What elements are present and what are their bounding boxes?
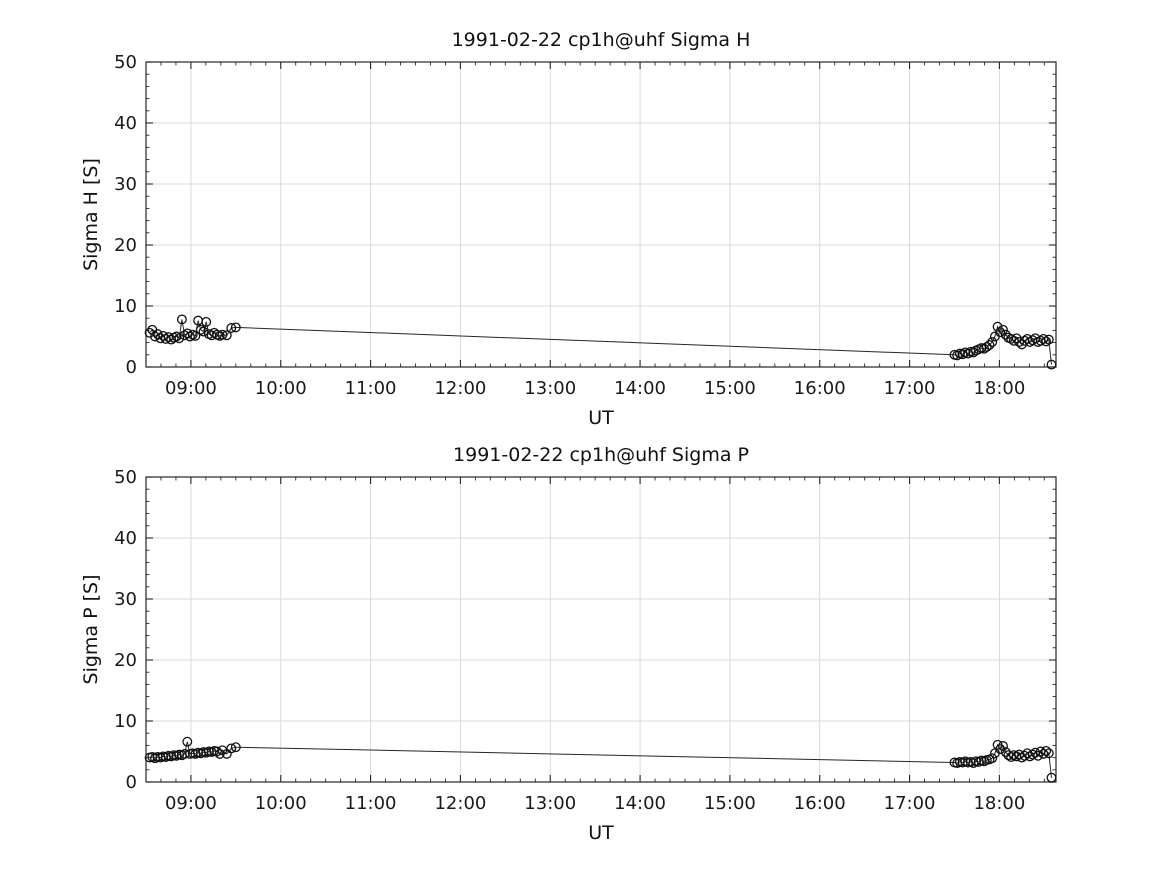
data-line (149, 741, 1052, 778)
y-tick-label: 40 (114, 528, 137, 549)
sigma-h-chart: 09:00 10:00 11:00 12:00 13:00 14:00 15:00 16:00… (80, 29, 1057, 429)
x-tick-label: 11:00 (345, 378, 397, 399)
data-point-marker (995, 744, 1006, 755)
x-tick-label: 11:00 (345, 793, 397, 814)
data-point-marker (1038, 748, 1049, 759)
data-point-marker (1038, 333, 1049, 344)
data-point-marker (221, 330, 232, 341)
x-tick-label: 12:00 (434, 378, 486, 399)
sigma-h-chart-title: 1991-02-22 cp1h@uhf Sigma H (452, 29, 751, 51)
x-tick-label: 09:00 (165, 378, 217, 399)
data-point-marker (968, 347, 979, 358)
x-tick-label: 09:00 (165, 793, 217, 814)
data-point-marker (230, 322, 241, 333)
y-tick-label: 30 (114, 589, 137, 610)
y-tick-label: 50 (114, 467, 137, 488)
x-tick-label: 18:00 (973, 378, 1025, 399)
data-point-marker (981, 341, 992, 352)
data-point-marker (182, 736, 193, 747)
y-tick-label: 20 (114, 650, 137, 671)
data-point-marker (201, 316, 212, 327)
sigma-h-x-axis-label: UT (588, 407, 614, 429)
data-point-marker (176, 314, 187, 325)
data-point-marker (158, 330, 169, 341)
x-tick-label: 17:00 (884, 378, 936, 399)
x-tick-label: 16:00 (794, 378, 846, 399)
y-tick-label: 40 (114, 113, 137, 134)
data-point-marker (1046, 772, 1057, 783)
sigma-h-plot-area: 09:00 10:00 11:00 12:00 13:00 14:00 15:00 16:00… (114, 52, 1057, 399)
sigma-p-plot-area: 09:00 10:00 11:00 12:00 13:00 14:00 15:00 16:00… (114, 467, 1057, 814)
data-point-marker (987, 753, 998, 764)
data-point-marker (1041, 336, 1052, 347)
x-tick-label: 13:00 (524, 378, 576, 399)
data-point-marker (995, 327, 1006, 338)
data-line (149, 319, 1052, 365)
y-tick-label: 20 (114, 235, 137, 256)
data-point-marker (1008, 335, 1019, 346)
data-point-marker (1041, 745, 1052, 756)
data-point-marker (998, 324, 1008, 335)
data-point-marker (987, 337, 998, 347)
x-tick-label: 10:00 (255, 793, 307, 814)
x-tick-label: 18:00 (973, 793, 1025, 814)
data-point-marker (198, 326, 209, 337)
sigma-p-y-axis-label: Sigma P [S] (80, 575, 102, 685)
data-point-marker (230, 742, 241, 753)
y-tick-label: 10 (114, 711, 137, 732)
data-point-marker (998, 741, 1008, 751)
data-point-marker (226, 323, 237, 333)
plot-border (145, 476, 1057, 783)
x-tick-label: 13:00 (524, 793, 576, 814)
x-tick-label: 14:00 (614, 378, 666, 399)
x-tick-label: 16:00 (794, 793, 846, 814)
y-tick-label: 10 (114, 296, 137, 317)
y-tick-label: 0 (126, 772, 137, 793)
plot-border (145, 61, 1057, 368)
x-tick-label: 15:00 (704, 378, 756, 399)
sigma-h-y-axis-label: Sigma H [S] (80, 158, 102, 271)
data-point-marker (217, 329, 228, 340)
data-point-marker (190, 330, 201, 341)
data-point-marker (1043, 334, 1054, 345)
data-point-marker (212, 746, 222, 757)
sigma-p-chart-title: 1991-02-22 cp1h@uhf Sigma P (453, 444, 749, 466)
data-point-marker (992, 321, 1003, 332)
data-point-marker (174, 333, 185, 344)
sigma-p-chart: 09:00 10:00 11:00 12:00 13:00 14:00 15:00 16:00… (80, 444, 1057, 844)
data-point-marker (185, 331, 195, 342)
y-tick-label: 0 (126, 357, 137, 378)
y-tick-label: 50 (114, 52, 137, 73)
data-point-marker (984, 340, 995, 350)
data-point-marker (195, 324, 206, 335)
x-tick-label: 12:00 (434, 793, 486, 814)
data-point-marker (1043, 748, 1054, 759)
x-tick-label: 17:00 (884, 793, 936, 814)
y-tick-label: 30 (114, 174, 137, 195)
x-tick-label: 10:00 (255, 378, 307, 399)
x-tick-label: 14:00 (614, 793, 666, 814)
data-point-marker (226, 743, 237, 754)
sigma-p-x-axis-label: UT (588, 822, 614, 844)
data-point-marker (1046, 359, 1057, 370)
x-tick-label: 15:00 (704, 793, 756, 814)
